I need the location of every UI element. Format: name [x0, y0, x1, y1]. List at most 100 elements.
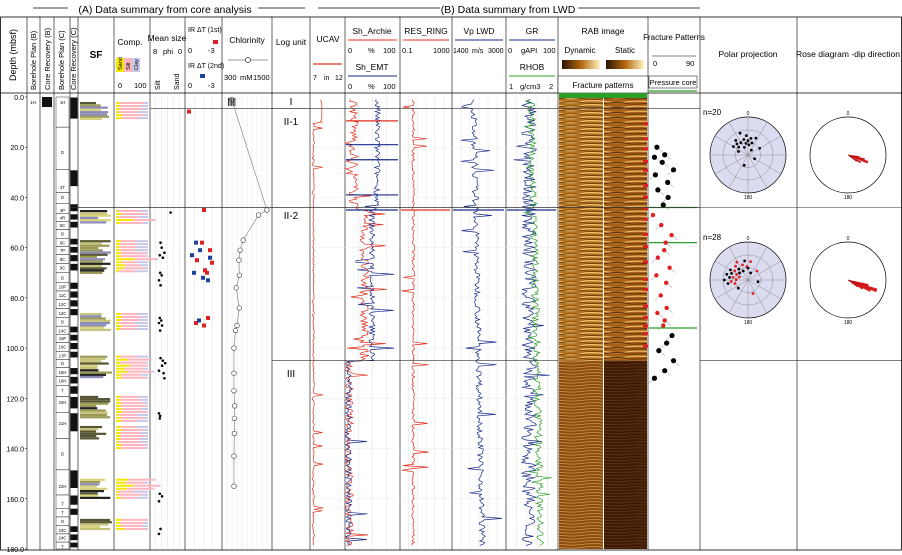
- chlorinity-min: 300: [224, 73, 237, 82]
- core-c-label: T: [61, 544, 64, 549]
- ir-first-point: [194, 321, 198, 325]
- comp-min: 0: [118, 81, 122, 90]
- comp-clay: [141, 493, 148, 496]
- comp-clay: [145, 267, 148, 270]
- comp-silt: [120, 447, 146, 450]
- polar-pole-point: [756, 280, 760, 284]
- polar-pole-point: [742, 138, 746, 141]
- comp-silt: [119, 398, 140, 401]
- sf-band: [80, 518, 111, 522]
- ir-first-point: [205, 270, 209, 275]
- comp-sand: [116, 398, 120, 401]
- polar-pole-point: [733, 282, 737, 285]
- sh-emt-max: 100: [383, 82, 396, 91]
- comp-sand: [116, 413, 119, 416]
- polar-pole-point: [743, 259, 747, 263]
- core-c-label: 17P: [59, 353, 67, 358]
- comp-clay: [146, 518, 148, 521]
- sf-band: [80, 240, 111, 243]
- polar-pole-point: [735, 142, 739, 146]
- polar-pole-point: [755, 269, 759, 273]
- core-c-recovery: [70, 470, 78, 488]
- ir-first-point: [210, 260, 214, 265]
- comp-sand: [116, 490, 119, 493]
- core-c-label: 3P: [60, 208, 65, 213]
- comp-sand: [116, 361, 120, 364]
- comp-clay: [139, 438, 148, 441]
- comp-silt: [120, 404, 146, 407]
- comp-silt: [120, 521, 144, 524]
- comp-clay: [143, 367, 148, 370]
- comp-silt: [121, 213, 147, 216]
- mean-size-point: [158, 414, 162, 418]
- core-c-label: D: [61, 232, 64, 237]
- sf-band: [80, 244, 110, 247]
- ir-second-point: [194, 240, 198, 245]
- mean-size-point: [160, 273, 163, 277]
- core-c-label: 20H: [59, 400, 67, 405]
- comp-silt: [120, 328, 136, 331]
- stereonet-n-label: n=20: [703, 108, 722, 117]
- comp-clay: [152, 487, 155, 490]
- fracture-dip-point: [669, 332, 675, 339]
- sf-band: [80, 249, 103, 252]
- comp-clay: [149, 358, 152, 361]
- sf-band: [80, 525, 100, 528]
- ir-first-point: [202, 323, 206, 328]
- comp-sand: [116, 431, 121, 434]
- sf-band: [80, 428, 98, 431]
- comp-sand: [116, 481, 126, 484]
- comp-silt: [119, 246, 136, 249]
- comp-silt: [121, 240, 136, 243]
- header-core-recovery-b: Core Recovery (B): [43, 27, 52, 90]
- comp-clay: [143, 222, 148, 225]
- polar-pole-point: [733, 269, 737, 273]
- chlorinity-title: Chlorinity: [229, 35, 265, 45]
- core-c-recovery: [70, 170, 78, 187]
- polar-pole-point: [743, 145, 746, 149]
- rab-static-colorbar: [606, 60, 644, 69]
- comp-sand: [116, 270, 119, 273]
- chlorinity-mudline-mark: [234, 98, 236, 106]
- fracture-marker: [643, 260, 648, 264]
- comp-silt: [121, 407, 142, 410]
- comp-clay: [139, 441, 148, 444]
- mean-size-point: [157, 321, 161, 325]
- fracture-marker: [643, 332, 648, 336]
- gr-unit: gAPI: [521, 46, 537, 55]
- fracture-dip-point: [660, 202, 666, 208]
- log-unit-label: II-1: [284, 117, 299, 128]
- comp-sand: [116, 264, 126, 267]
- res-ring-min: 0.1: [402, 46, 412, 55]
- ir-second-point: [192, 270, 196, 275]
- comp-silt: [119, 102, 145, 105]
- log-unit-header: Log unit: [276, 37, 307, 47]
- rose-petal: [847, 279, 858, 288]
- comp-sand: [116, 249, 120, 252]
- core-c-recovery: [70, 495, 78, 505]
- comp-sand: [116, 447, 121, 450]
- sf-band: [80, 253, 108, 256]
- fracture-dip-point: [664, 340, 670, 346]
- comp-clay: [134, 490, 148, 493]
- rhob-curve: [523, 99, 553, 546]
- rhob-max: 2: [549, 82, 553, 91]
- polar-pole-point: [746, 266, 750, 270]
- fracture-dip-point: [662, 318, 667, 323]
- chlorinity-point: [231, 453, 237, 459]
- comp-clay: [152, 370, 155, 373]
- fracture-marker: [643, 232, 648, 236]
- mean-size-sand: Sand: [174, 74, 181, 90]
- chlorinity-point: [231, 345, 237, 351]
- core-recovery-columns: 1H 1H D 3T D 3P 4R 5C D 6C 7P 8C 9C D 10P 11C 12C 13C D 14C…: [30, 96, 78, 549]
- sh-emt-unit: %: [368, 82, 375, 91]
- chlorinity-max: 1500: [253, 73, 270, 82]
- core-c-recovery: [70, 368, 78, 375]
- core-c-recovery: [70, 214, 78, 220]
- sf-band: [80, 321, 110, 325]
- comp-silt: [121, 373, 141, 376]
- core-c-label: 21H: [59, 421, 67, 426]
- sf-band: [80, 400, 111, 403]
- rose-title-text: Rose diagram -dip direction: [796, 49, 900, 59]
